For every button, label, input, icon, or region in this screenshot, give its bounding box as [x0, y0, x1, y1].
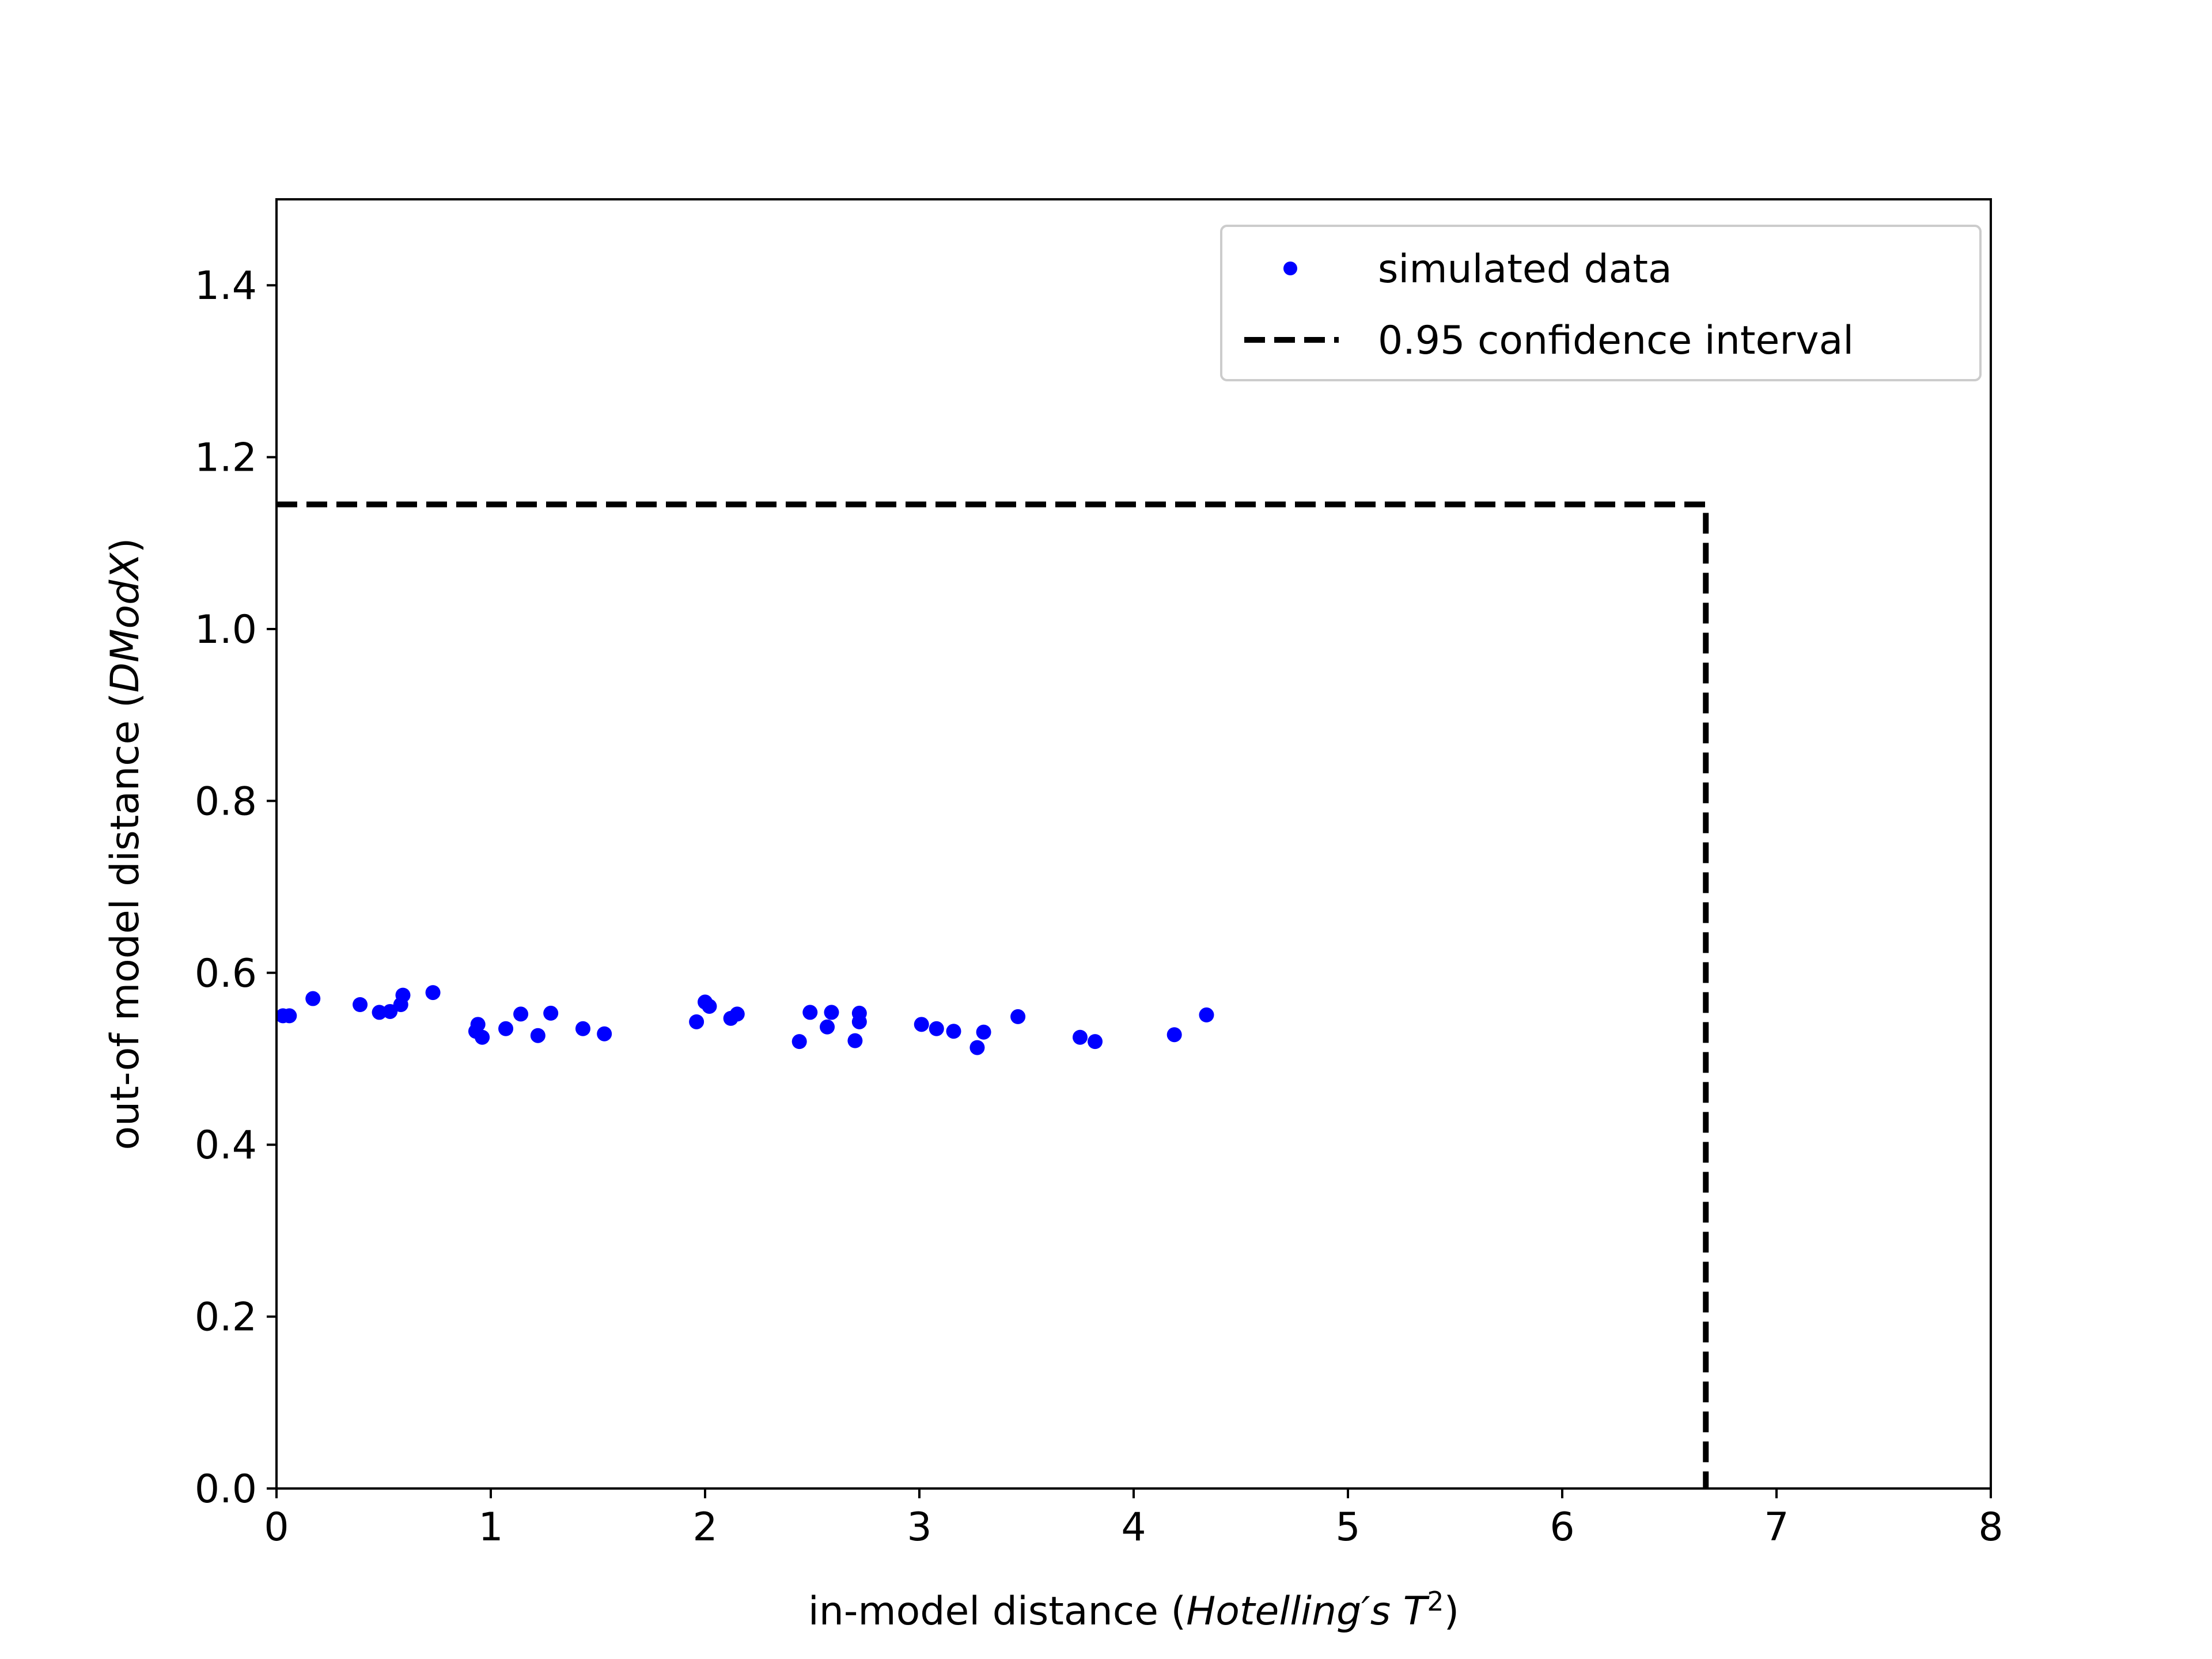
scatter-point: [820, 1019, 835, 1035]
x-tick-label: 6: [1550, 1505, 1574, 1550]
scatter-point: [969, 1040, 985, 1055]
x-axis-label: in-model distance (Hotelling′s T2): [808, 1586, 1459, 1634]
scatter-point: [1199, 1007, 1214, 1022]
y-tick-label: 0.8: [195, 779, 257, 824]
scatter-point: [1010, 1009, 1026, 1024]
x-tick-label: 5: [1335, 1505, 1360, 1550]
y-tick-label: 0.2: [195, 1295, 257, 1340]
y-axis: 0.0 0.2 0.4 0.6 0.8 1.0 1.2 1.4: [195, 263, 276, 1512]
scatter-point: [702, 998, 717, 1014]
y-tick-label: 0.0: [195, 1467, 257, 1512]
scatter-point: [530, 1028, 546, 1043]
scatter-point: [575, 1021, 590, 1036]
scatter-point: [282, 1008, 297, 1024]
y-tick-label: 1.2: [195, 435, 257, 481]
scatter-point: [824, 1005, 839, 1020]
x-tick-label: 7: [1764, 1505, 1789, 1550]
scatter-point: [305, 991, 321, 1006]
x-tick-label: 1: [478, 1505, 503, 1550]
scatter-point: [372, 1005, 387, 1020]
scatter-point: [382, 1003, 398, 1019]
scatter-point: [1088, 1034, 1103, 1050]
scatter-point: [498, 1021, 514, 1036]
scatter-point: [425, 985, 441, 1001]
scatter-point: [729, 1006, 745, 1022]
scatter-point: [597, 1026, 612, 1041]
scatter-point: [929, 1021, 944, 1036]
legend-marker-simulated-data: [1283, 262, 1297, 275]
scatter-point: [475, 1029, 490, 1045]
scatter-point: [791, 1034, 807, 1050]
x-tick-label: 3: [907, 1505, 931, 1550]
y-axis-label: out-of model distance (DModX): [103, 538, 148, 1150]
scatter-point: [395, 987, 411, 1003]
scatter-point: [914, 1017, 929, 1032]
scatter-point: [353, 997, 368, 1013]
y-tick-label: 1.0: [195, 607, 257, 653]
scatter-point: [802, 1005, 818, 1020]
y-tick-label: 0.4: [195, 1123, 257, 1168]
scatter-point: [946, 1024, 961, 1039]
x-tick-label: 2: [692, 1505, 717, 1550]
scatter-point: [513, 1006, 529, 1022]
confidence-interval-line: [276, 501, 1709, 1488]
scatter-point: [543, 1005, 559, 1021]
x-tick-label: 4: [1121, 1505, 1146, 1550]
y-tick-label: 0.6: [195, 951, 257, 997]
scatter-point: [689, 1014, 704, 1029]
scatter-point: [851, 1005, 867, 1021]
x-tick-label: 0: [264, 1505, 289, 1550]
scatter-point: [847, 1033, 863, 1048]
scatter-point: [470, 1017, 486, 1032]
y-tick-label: 1.4: [195, 263, 257, 309]
scatter-point: [976, 1024, 991, 1040]
scatter-point: [1073, 1029, 1088, 1045]
legend-box: [1220, 225, 1982, 381]
x-axis: 0 1 2 3 4 5 6 7 8: [264, 1488, 2003, 1550]
legend: simulated data 0.95 confidence interval: [1220, 225, 1982, 381]
legend-label-simulated-data: simulated data: [1378, 247, 1672, 292]
x-tick-label: 8: [1978, 1505, 2003, 1550]
legend-label-confidence-interval: 0.95 confidence interval: [1378, 318, 1854, 363]
scatter-point: [1166, 1027, 1182, 1043]
